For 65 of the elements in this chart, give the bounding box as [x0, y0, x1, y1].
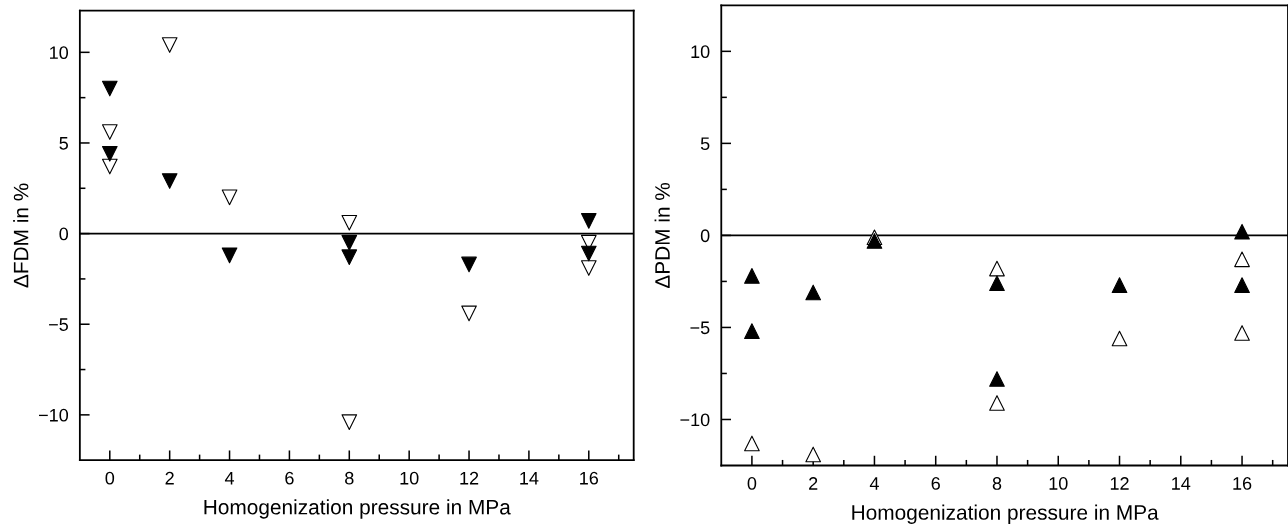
y-tick-label: 10 — [50, 46, 69, 60]
x-tick-label: 12 — [1110, 477, 1129, 490]
x-tick-label: 0 — [105, 471, 115, 485]
point — [221, 247, 238, 264]
x-tick-label: 14 — [1172, 477, 1191, 490]
point — [341, 249, 358, 266]
point — [805, 284, 822, 301]
x-tick-label: 2 — [809, 477, 818, 490]
y-axis-title: ΔFDM in % — [13, 183, 29, 288]
y-tick-label: −10 — [680, 413, 710, 427]
point — [1111, 330, 1128, 347]
y-tick-label: 5 — [700, 137, 710, 151]
x-tick-label: 14 — [520, 471, 539, 485]
x-tick-label: 2 — [165, 471, 174, 485]
y-tick-label: 0 — [59, 227, 69, 241]
point — [101, 124, 118, 140]
point — [989, 260, 1005, 277]
point — [744, 323, 760, 339]
point — [101, 80, 118, 97]
point — [1234, 277, 1250, 293]
point — [1234, 251, 1250, 268]
point — [866, 233, 883, 249]
x-tick-label: 4 — [869, 477, 879, 490]
point — [161, 37, 178, 53]
point — [989, 275, 1005, 292]
point — [989, 395, 1005, 411]
y-tick-label: −10 — [39, 408, 69, 422]
point — [341, 234, 358, 251]
point — [221, 189, 238, 206]
point — [1111, 277, 1128, 293]
y-tick-label: 5 — [59, 137, 68, 150]
x-tick-label: 0 — [747, 477, 757, 490]
point — [1234, 325, 1250, 341]
y-tick-label: 10 — [691, 45, 710, 59]
point — [101, 146, 118, 162]
point — [805, 446, 822, 463]
point — [341, 214, 358, 231]
point — [101, 158, 118, 175]
point — [744, 435, 760, 452]
x-tick-label: 8 — [345, 471, 354, 485]
point — [161, 173, 178, 189]
point — [1234, 223, 1250, 240]
x-tick-label: 4 — [224, 471, 235, 485]
point — [461, 256, 477, 273]
x-tick-label: 16 — [1233, 477, 1252, 490]
x-tick-label: 10 — [400, 471, 419, 485]
y-tick-label: −5 — [49, 318, 68, 331]
x-tick-label: 6 — [285, 471, 294, 485]
point — [580, 245, 597, 262]
y-axis-title: ΔPDM in % — [654, 182, 670, 289]
x-tick-label: 10 — [1049, 477, 1068, 490]
point — [989, 371, 1005, 387]
y-tick-label: −5 — [690, 321, 710, 335]
x-axis-title: Homogenization pressure in MPa — [204, 499, 511, 519]
point — [580, 213, 597, 229]
x-axis-title: Homogenization pressure in MPa — [852, 504, 1159, 524]
x-tick-label: 8 — [992, 477, 1002, 490]
point — [744, 268, 760, 284]
point — [341, 414, 358, 430]
x-tick-label: 6 — [931, 477, 940, 490]
point — [580, 260, 597, 276]
y-tick-label: 0 — [700, 229, 710, 243]
x-tick-label: 12 — [460, 471, 479, 485]
point — [461, 305, 477, 322]
x-tick-label: 16 — [580, 471, 599, 485]
